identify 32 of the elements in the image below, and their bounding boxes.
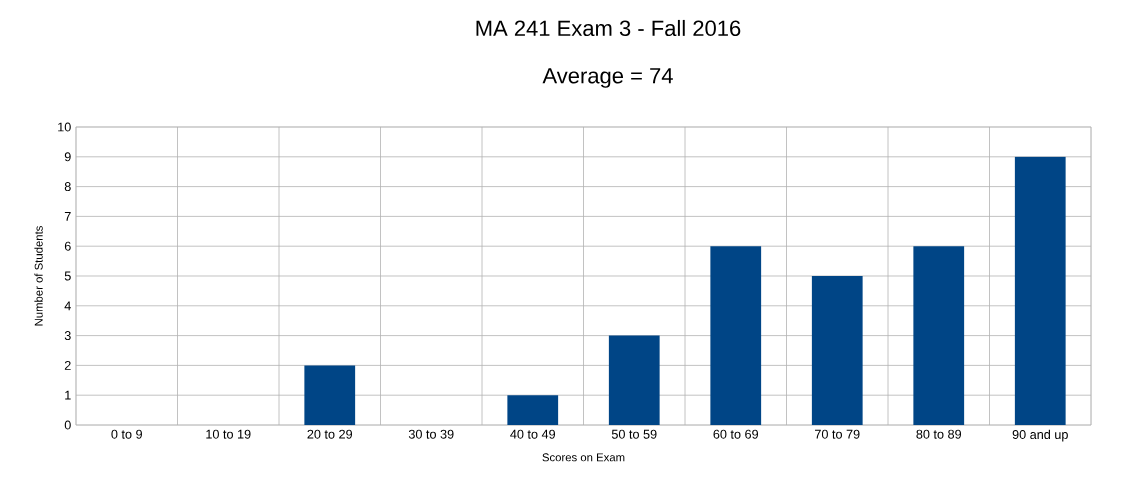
bar [913,246,965,425]
y-tick-label: 9 [64,152,71,162]
x-tick-label: 90 and up [1012,429,1068,442]
bar [304,365,356,425]
y-tick-label: 4 [64,301,71,311]
x-tick-label: 10 to 19 [206,429,251,439]
x-tick-label: 80 to 89 [916,429,962,439]
y-tick-label: 10 [58,122,71,132]
y-tick-label: 8 [64,182,71,192]
y-axis-title: Number of Students [34,226,43,326]
y-tick-label: 5 [64,271,71,281]
x-tick-label: 70 to 79 [815,429,860,439]
y-tick-label: 3 [64,331,71,341]
x-tick-label: 50 to 59 [611,429,657,439]
chart-subtitle: Average = 74 [542,68,673,88]
x-tick-label: 40 to 49 [510,429,556,439]
x-tick-label: 20 to 29 [307,429,353,439]
y-tick-label: 2 [64,360,71,370]
y-tick-label: 1 [65,390,71,400]
x-tick-label: 30 to 39 [408,429,454,439]
y-tick-label: 6 [64,241,71,251]
chart-title: MA 241 Exam 3 - Fall 2016 [476,19,741,37]
bar [710,246,762,425]
bar [811,276,863,425]
y-tick-label: 0 [64,420,71,430]
bar [507,395,559,425]
y-tick-label: 7 [64,212,71,221]
x-tick-label: 0 to 9 [111,429,142,439]
x-axis-title: Scores on Exam [542,453,625,462]
bar [608,335,660,425]
x-tick-label: 60 to 69 [713,429,759,439]
bar [1014,156,1066,425]
